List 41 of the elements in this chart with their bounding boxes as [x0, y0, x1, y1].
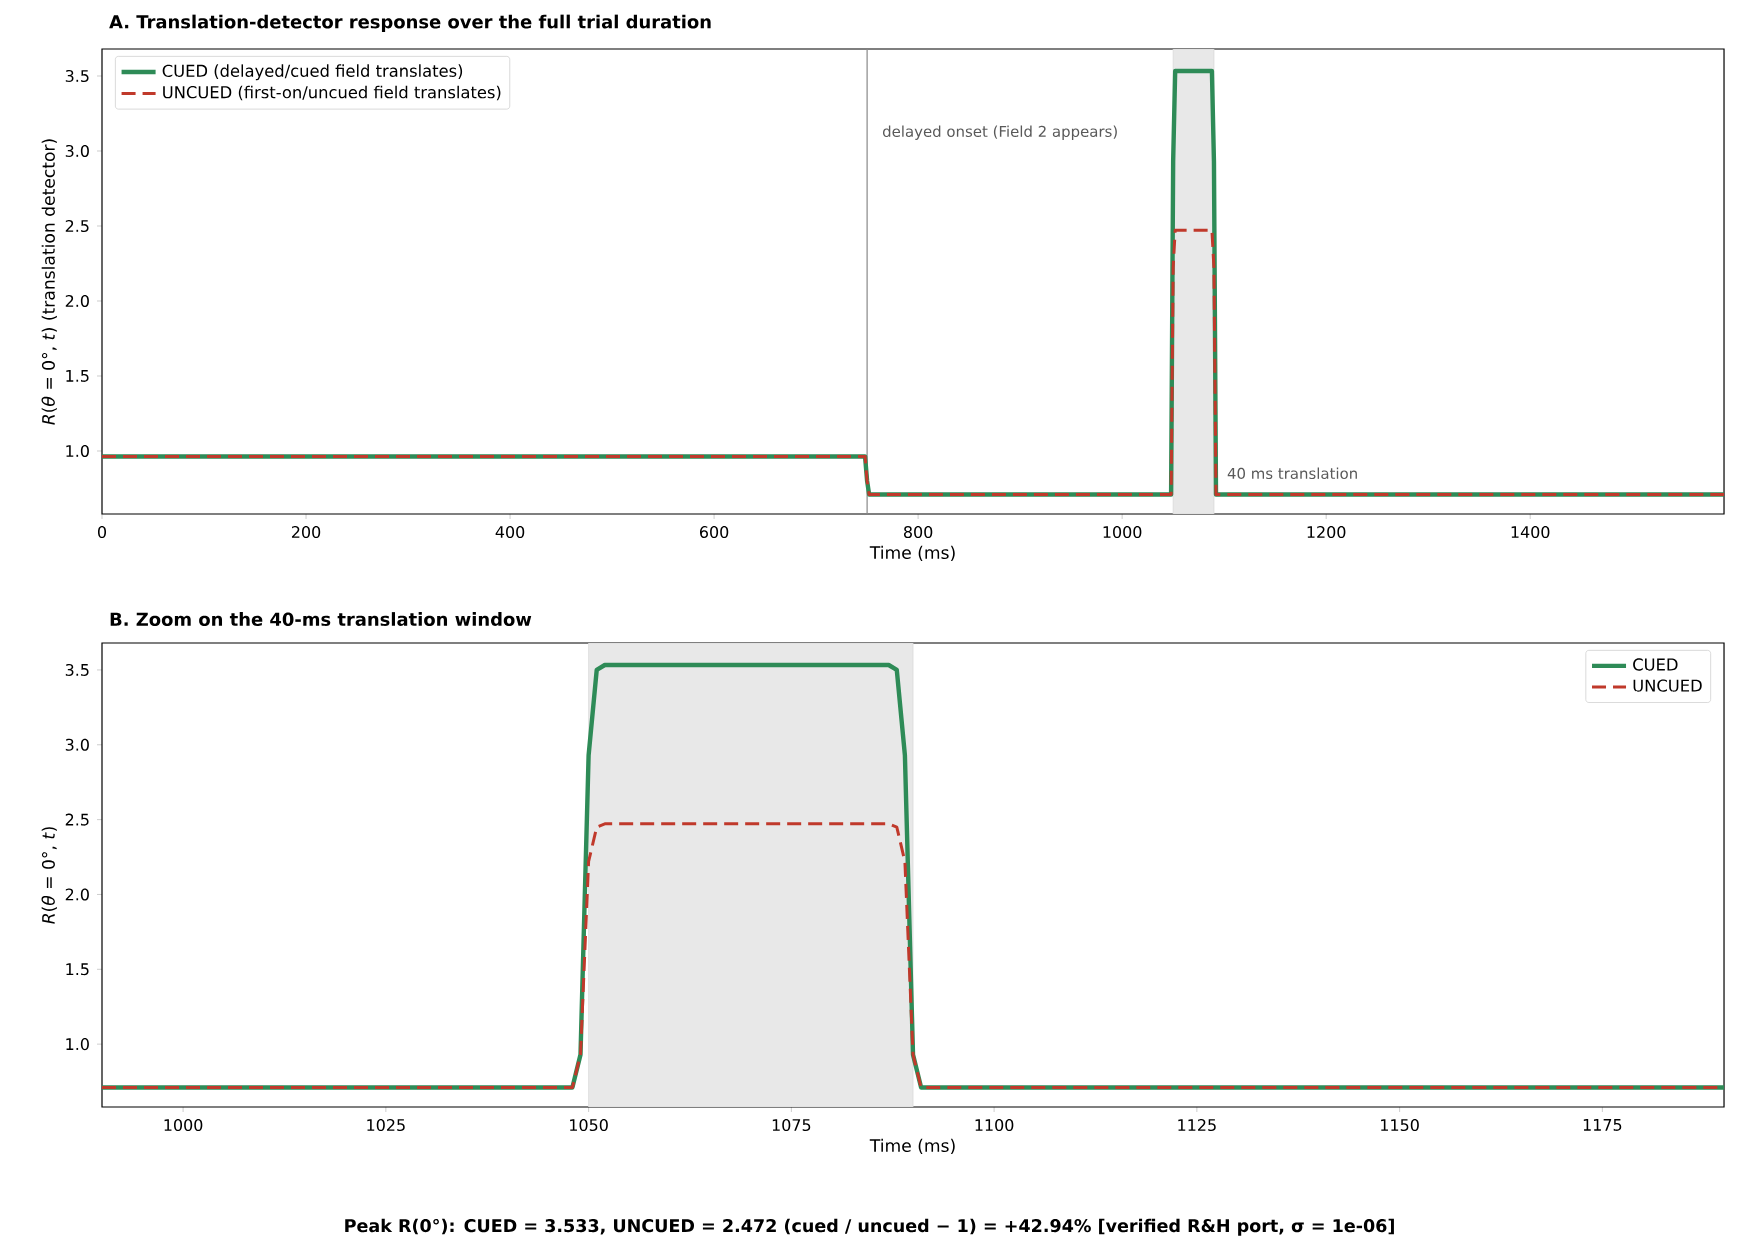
band-label: 40 ms translation: [1227, 467, 1357, 480]
text: Peak R(0°): CUED = 3.533, UNCUED = 2.472 (cued / uncued − 1) = +42.94% [verified R&H port, σ = 1e-06]: [345, 1218, 1394, 1236]
y-tick-label: 2.5: [65, 813, 89, 826]
x-tick-label: 1175: [1583, 1119, 1622, 1131]
y-tick-label: 2.0: [65, 888, 89, 901]
x-tick-label: 400: [495, 526, 525, 539]
y-tick-label: 3.0: [65, 144, 89, 158]
x-tick-label: 1000: [164, 1119, 203, 1132]
x-tick-label: 200: [291, 526, 321, 539]
legend-label: CUED (delayed/cued field translates): [162, 64, 463, 81]
y-tick-label: 3.5: [65, 69, 89, 83]
x-axis-title: Time (ms): [869, 1138, 955, 1155]
y-tick-label: 3.5: [65, 663, 89, 676]
legend-label: UNCUED (first-on/uncued field translates): [163, 85, 501, 101]
y-tick-label: 2.5: [65, 219, 89, 233]
x-tick-label: 1400: [1511, 526, 1550, 539]
x-tick-label: 1025: [367, 1119, 405, 1132]
y-tick-label: 2.0: [65, 294, 89, 308]
legend-label: UNCUED: [1633, 679, 1702, 692]
x-tick-label: 800: [903, 526, 933, 539]
x-tick-label: 1050: [570, 1119, 608, 1132]
x-tick-label: 1100: [975, 1119, 1014, 1132]
x-tick-label: 0: [97, 526, 107, 539]
x-tick-label: 1200: [1307, 526, 1346, 539]
y-tick-label: 3.0: [65, 738, 89, 751]
y-tick-label: 1.0: [66, 1038, 89, 1051]
y-axis-title: R(θ = 0°, t) (translation detector): [41, 139, 57, 425]
y-tick-label: 1.5: [66, 370, 89, 382]
chart-title: B. Zoom on the 40-ms translation window: [110, 612, 532, 626]
x-tick-label: 600: [700, 526, 729, 539]
x-tick-label: 1000: [1103, 526, 1142, 539]
y-tick-label: 1.0: [66, 444, 89, 458]
x-tick-label: 1125: [1178, 1119, 1216, 1132]
x-tick-label: 1075: [772, 1119, 811, 1132]
y-axis-title: R(θ = 0°, t): [41, 827, 57, 924]
legend-label: CUED: [1633, 658, 1678, 671]
chart-title: A. Translation-detector response over the full trial duration: [109, 14, 711, 32]
ref-line-label: delayed onset (Field 2 appears): [882, 125, 1117, 140]
x-tick-label: 1150: [1381, 1119, 1419, 1132]
y-tick-label: 1.5: [66, 963, 89, 976]
x-axis-title: Time (ms): [869, 545, 955, 562]
